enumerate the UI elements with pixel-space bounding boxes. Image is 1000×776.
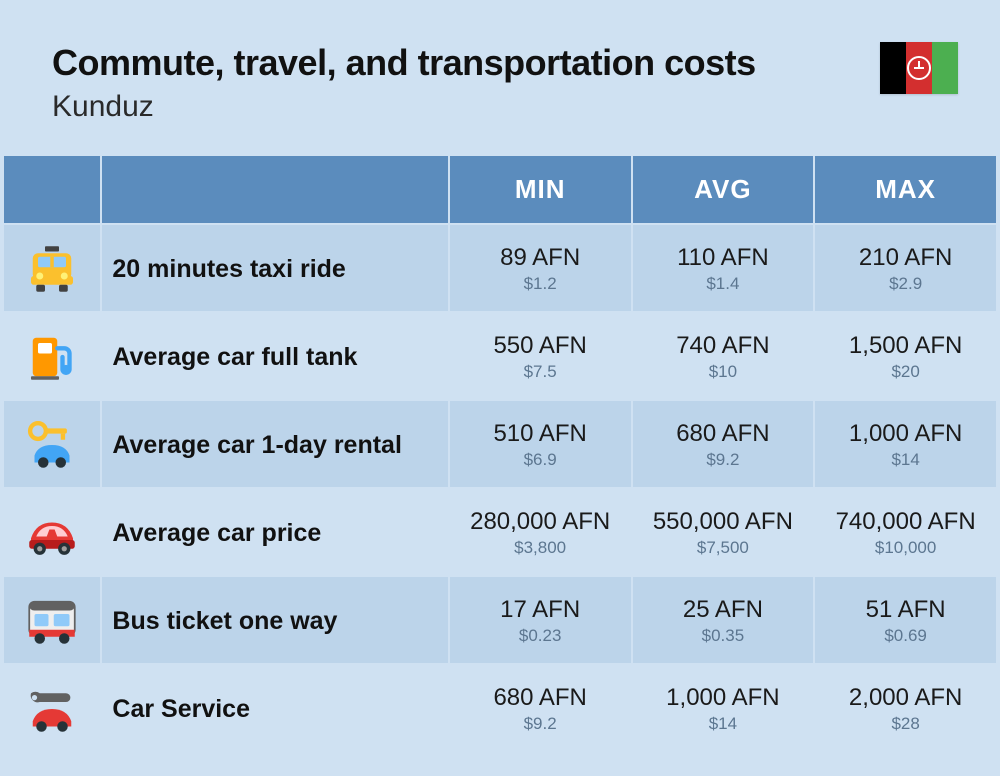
table-row: Average car 1-day rental 510 AFN $6.9 68… bbox=[4, 401, 996, 487]
avg-usd: $7,500 bbox=[641, 538, 806, 558]
min-afn: 89 AFN bbox=[458, 244, 623, 272]
max-cell: 740,000 AFN $10,000 bbox=[815, 489, 996, 575]
table-row: Average car full tank 550 AFN $7.5 740 A… bbox=[4, 313, 996, 399]
bus-icon bbox=[4, 577, 100, 663]
max-afn: 1,500 AFN bbox=[823, 332, 988, 360]
cost-table: MIN AVG MAX 20 minutes taxi ride 89 AFN … bbox=[0, 154, 1000, 753]
row-label: Average car full tank bbox=[102, 313, 447, 399]
min-cell: 510 AFN $6.9 bbox=[450, 401, 631, 487]
min-afn: 17 AFN bbox=[458, 596, 623, 624]
avg-afn: 110 AFN bbox=[641, 244, 806, 272]
table-row: 20 minutes taxi ride 89 AFN $1.2 110 AFN… bbox=[4, 225, 996, 311]
min-usd: $9.2 bbox=[458, 714, 623, 734]
min-usd: $1.2 bbox=[458, 274, 623, 294]
rental-icon bbox=[4, 401, 100, 487]
min-cell: 17 AFN $0.23 bbox=[450, 577, 631, 663]
row-label: Car Service bbox=[102, 665, 447, 751]
max-usd: $28 bbox=[823, 714, 988, 734]
max-cell: 1,000 AFN $14 bbox=[815, 401, 996, 487]
flag-emblem-icon bbox=[907, 56, 931, 80]
min-afn: 680 AFN bbox=[458, 684, 623, 712]
min-afn: 550 AFN bbox=[458, 332, 623, 360]
row-label: Bus ticket one way bbox=[102, 577, 447, 663]
table-row: Average car price 280,000 AFN $3,800 550… bbox=[4, 489, 996, 575]
avg-usd: $9.2 bbox=[641, 450, 806, 470]
max-usd: $10,000 bbox=[823, 538, 988, 558]
avg-usd: $10 bbox=[641, 362, 806, 382]
row-label: Average car 1-day rental bbox=[102, 401, 447, 487]
col-header-icon bbox=[4, 156, 100, 223]
max-usd: $14 bbox=[823, 450, 988, 470]
max-usd: $2.9 bbox=[823, 274, 988, 294]
table-body: 20 minutes taxi ride 89 AFN $1.2 110 AFN… bbox=[4, 225, 996, 751]
min-cell: 680 AFN $9.2 bbox=[450, 665, 631, 751]
avg-cell: 740 AFN $10 bbox=[633, 313, 814, 399]
max-afn: 740,000 AFN bbox=[823, 508, 988, 536]
table-header-row: MIN AVG MAX bbox=[4, 156, 996, 223]
avg-usd: $0.35 bbox=[641, 626, 806, 646]
header: Commute, travel, and transportation cost… bbox=[0, 0, 1000, 154]
avg-afn: 550,000 AFN bbox=[641, 508, 806, 536]
min-usd: $7.5 bbox=[458, 362, 623, 382]
table-row: Bus ticket one way 17 AFN $0.23 25 AFN $… bbox=[4, 577, 996, 663]
row-label: 20 minutes taxi ride bbox=[102, 225, 447, 311]
max-afn: 210 AFN bbox=[823, 244, 988, 272]
min-cell: 550 AFN $7.5 bbox=[450, 313, 631, 399]
row-label: Average car price bbox=[102, 489, 447, 575]
max-cell: 1,500 AFN $20 bbox=[815, 313, 996, 399]
min-usd: $3,800 bbox=[458, 538, 623, 558]
max-cell: 2,000 AFN $28 bbox=[815, 665, 996, 751]
max-cell: 51 AFN $0.69 bbox=[815, 577, 996, 663]
taxi-icon bbox=[4, 225, 100, 311]
avg-cell: 110 AFN $1.4 bbox=[633, 225, 814, 311]
col-header-avg: AVG bbox=[633, 156, 814, 223]
title-block: Commute, travel, and transportation cost… bbox=[52, 42, 756, 124]
col-header-max: MAX bbox=[815, 156, 996, 223]
avg-afn: 680 AFN bbox=[641, 420, 806, 448]
avg-usd: $14 bbox=[641, 714, 806, 734]
page-title: Commute, travel, and transportation cost… bbox=[52, 42, 756, 84]
min-usd: $6.9 bbox=[458, 450, 623, 470]
max-usd: $20 bbox=[823, 362, 988, 382]
max-cell: 210 AFN $2.9 bbox=[815, 225, 996, 311]
min-cell: 280,000 AFN $3,800 bbox=[450, 489, 631, 575]
service-icon bbox=[4, 665, 100, 751]
max-afn: 51 AFN bbox=[823, 596, 988, 624]
avg-cell: 550,000 AFN $7,500 bbox=[633, 489, 814, 575]
avg-cell: 1,000 AFN $14 bbox=[633, 665, 814, 751]
min-afn: 280,000 AFN bbox=[458, 508, 623, 536]
max-usd: $0.69 bbox=[823, 626, 988, 646]
avg-cell: 25 AFN $0.35 bbox=[633, 577, 814, 663]
min-afn: 510 AFN bbox=[458, 420, 623, 448]
min-usd: $0.23 bbox=[458, 626, 623, 646]
col-header-label bbox=[102, 156, 447, 223]
avg-afn: 25 AFN bbox=[641, 596, 806, 624]
avg-usd: $1.4 bbox=[641, 274, 806, 294]
flag-icon bbox=[880, 42, 958, 94]
avg-cell: 680 AFN $9.2 bbox=[633, 401, 814, 487]
col-header-min: MIN bbox=[450, 156, 631, 223]
max-afn: 2,000 AFN bbox=[823, 684, 988, 712]
table-row: Car Service 680 AFN $9.2 1,000 AFN $14 2… bbox=[4, 665, 996, 751]
fuel-icon bbox=[4, 313, 100, 399]
max-afn: 1,000 AFN bbox=[823, 420, 988, 448]
min-cell: 89 AFN $1.2 bbox=[450, 225, 631, 311]
car-icon bbox=[4, 489, 100, 575]
flag-stripe-green bbox=[932, 42, 958, 94]
flag-stripe-black bbox=[880, 42, 906, 94]
avg-afn: 1,000 AFN bbox=[641, 684, 806, 712]
page-subtitle: Kunduz bbox=[52, 90, 756, 124]
avg-afn: 740 AFN bbox=[641, 332, 806, 360]
